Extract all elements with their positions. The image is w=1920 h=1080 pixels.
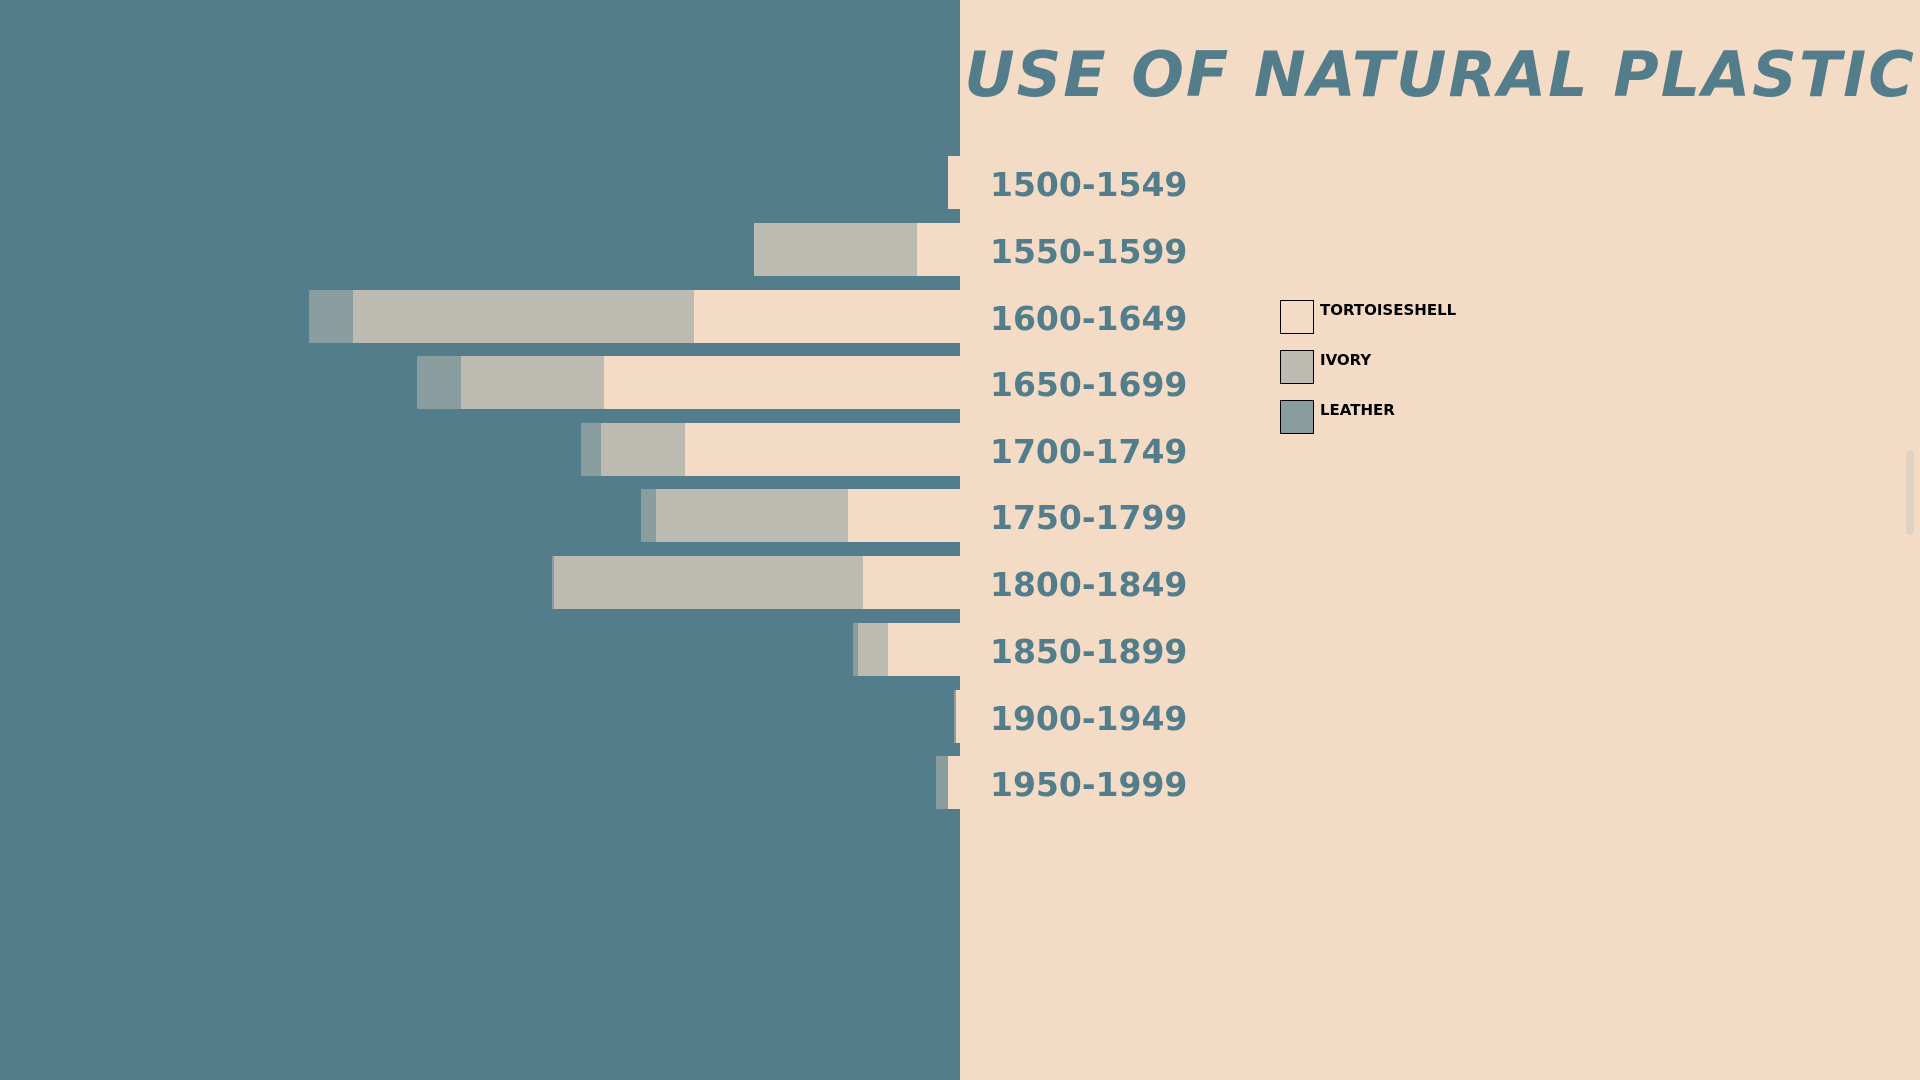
legend-label-leather: LEATHER [1320,401,1395,419]
chart-left-panel [0,0,960,1080]
category-label-1500-1549: 1500-1549 [990,165,1188,204]
legend-swatch-ivory [1280,350,1314,384]
legend-label-tortoiseshell: TORTOISESHELL [1320,301,1457,319]
category-label-1850-1899: 1850-1899 [990,632,1188,671]
category-label-1750-1799: 1750-1799 [990,498,1188,537]
scrollbar-thumb[interactable] [1906,450,1914,535]
category-label-1700-1749: 1700-1749 [990,432,1188,471]
chart-title: USE OF NATURAL PLASTIC [964,38,1916,111]
category-label-1550-1599: 1550-1599 [990,232,1188,271]
chart-right-panel [960,0,1920,1080]
legend: TORTOISESHELL IVORY LEATHER [1280,300,1500,450]
legend-item-tortoiseshell: TORTOISESHELL [1280,300,1500,350]
category-label-1650-1699: 1650-1699 [990,365,1188,404]
category-label-1900-1949: 1900-1949 [990,699,1188,738]
legend-item-leather: LEATHER [1280,400,1500,450]
category-label-1950-1999: 1950-1999 [990,765,1188,804]
legend-item-ivory: IVORY [1280,350,1500,400]
category-label-1800-1849: 1800-1849 [990,565,1188,604]
legend-label-ivory: IVORY [1320,351,1372,369]
legend-swatch-tortoiseshell [1280,300,1314,334]
legend-swatch-leather [1280,400,1314,434]
category-label-1600-1649: 1600-1649 [990,299,1188,338]
